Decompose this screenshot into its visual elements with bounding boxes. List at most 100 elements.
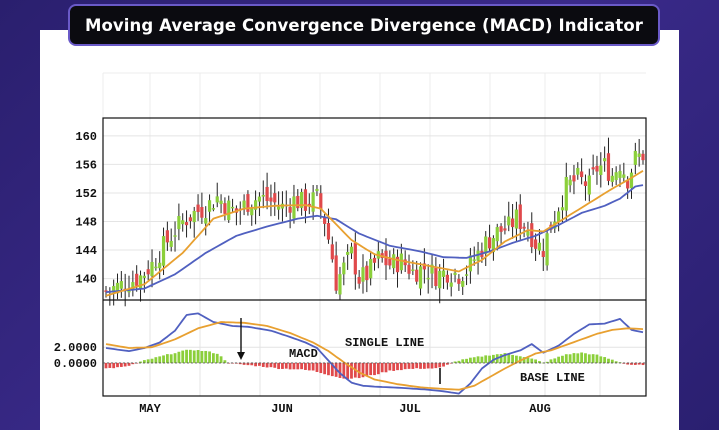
candle-body [522,226,526,229]
candle-body [495,227,499,242]
candle-body [115,282,120,294]
histogram-bar [150,358,154,363]
histogram-bar [307,362,311,371]
candle-body [253,200,258,210]
candle-body [507,216,511,226]
candle-body [265,186,269,202]
candle-body [633,150,637,165]
histogram-bar [607,358,610,363]
histogram-bar [384,362,388,373]
candle-body [326,223,331,240]
candle-body [158,262,162,269]
candle-body [357,276,361,284]
candle-body [583,181,588,186]
candle-body [637,153,641,157]
histogram-bar [369,362,373,376]
candle-body [622,174,626,178]
candle-body [599,165,603,175]
candle-body [422,263,426,270]
candle-body [361,267,365,282]
candle-body [591,167,595,170]
histogram-bar [357,362,361,379]
histogram-bar [438,362,442,368]
candle-body [319,193,323,210]
histogram-bar [626,362,630,365]
candle-body [545,233,549,266]
candle-body [146,269,150,275]
histogram-bar [292,362,296,370]
candle-body [395,256,400,273]
candle-body [184,222,189,226]
histogram-bar [434,362,438,369]
histogram-bar [154,357,158,363]
candle-body [223,203,227,214]
histogram-bar [403,362,407,370]
histogram-bar [338,362,342,378]
histogram-bar [258,362,261,366]
histogram-bar [319,362,323,374]
fast-moving-average-line [105,170,644,297]
axes: 160 156 152 148 144 140 2.0000 0.0000 MAY JUN JUL A… [54,117,647,416]
candle-body [518,204,522,230]
candle-body [169,240,173,247]
histogram-bar [327,362,330,376]
candle-body [365,265,369,281]
candle-body [514,209,519,229]
histogram-bar [399,362,403,371]
candle-body [342,262,346,275]
histogram-bar [300,362,304,370]
histogram-bar [277,362,281,370]
candle-body [349,246,354,254]
candle-body [188,217,192,222]
candle-body [453,272,457,275]
candle-body [330,244,334,260]
candle-body [603,158,607,162]
candle-body [369,259,373,279]
histogram-bar [185,349,188,363]
histogram-bar [139,361,142,363]
price-tick-label: 148 [75,215,97,229]
candle-body [211,208,215,210]
candle-body [606,153,611,181]
candle-body [288,207,292,213]
candle-body [426,277,430,280]
candle-body [626,180,630,189]
histogram-bar [415,362,419,369]
candle-body [461,281,465,287]
histogram-bar [146,359,150,363]
histogram-bar [219,356,223,363]
candle-body [510,218,515,228]
candle-body [104,290,108,292]
candle-body [246,194,250,212]
histogram-bar [426,362,430,369]
candle-body [568,179,572,186]
histogram-bar [442,362,445,367]
macd-tick-label: 2.0000 [54,341,97,355]
candle-body [610,175,614,182]
histogram-bar [538,361,541,363]
candle-body [257,196,262,202]
candle-body [468,255,472,272]
histogram-bar [254,362,257,367]
histogram-bar [269,362,273,368]
candle-body [629,172,634,189]
histogram-bar [261,362,265,367]
candle-body [165,230,169,243]
macd-line [105,312,644,395]
histogram-bar [365,362,369,377]
candle-body [269,197,273,202]
candle-body [261,194,265,197]
candle-body [161,236,166,266]
candle-body [207,200,212,212]
candle-body [173,235,177,237]
histogram-bar [158,356,162,363]
signal-line [105,321,644,391]
candle-body [411,269,415,272]
candle-body [641,153,645,161]
histogram-bar [480,356,484,363]
histogram-bar [127,362,131,366]
histogram-bar [246,362,250,366]
candle-body [307,203,311,207]
histogram-bar [273,362,277,368]
candle-body [499,226,503,232]
